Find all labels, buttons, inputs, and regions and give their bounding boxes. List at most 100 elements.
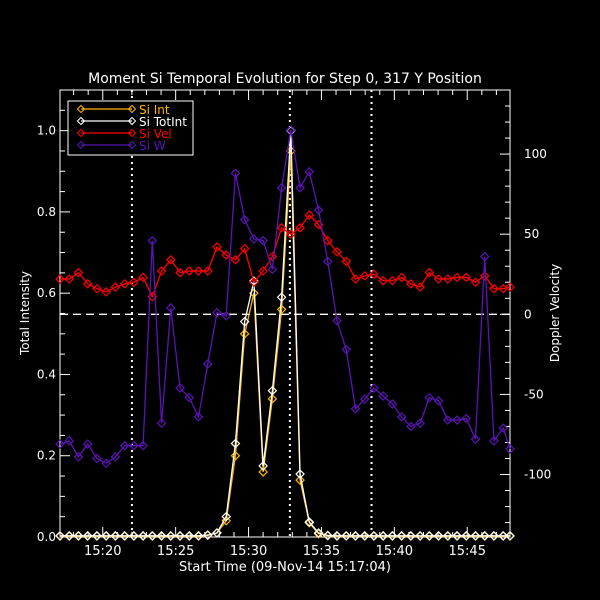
data-point (202, 359, 213, 369)
data-point (322, 530, 333, 541)
data-point (258, 235, 268, 246)
legend-marker (127, 116, 137, 126)
data-point (175, 530, 185, 541)
data-point (73, 530, 84, 541)
data-point (424, 267, 435, 278)
data-point (212, 528, 222, 538)
data-point (82, 439, 93, 449)
axes: 15:20 15:25 15:30 15:35 15:40 15:45 0.0 0.2 0.4 0… (37, 89, 551, 559)
data-point (129, 440, 139, 451)
data-point (138, 440, 148, 451)
y-tick-label: 0.2 (37, 449, 56, 463)
data-point (378, 275, 389, 286)
data-point (221, 511, 232, 522)
data-point (267, 385, 278, 396)
data-point (313, 205, 324, 216)
data-point (258, 461, 268, 471)
data-point (73, 452, 84, 462)
data-point (276, 182, 287, 193)
data-point (479, 271, 490, 281)
data-point (442, 274, 453, 284)
data-point (202, 530, 213, 540)
series-si-totint (55, 125, 515, 541)
data-point (165, 254, 176, 265)
data-point (470, 277, 481, 288)
data-point (505, 282, 515, 292)
data-point (369, 530, 379, 541)
data-point (285, 125, 296, 135)
data-point (147, 530, 158, 541)
data-point (267, 264, 278, 275)
data-point (82, 530, 93, 541)
y-tick-label: 0.0 (37, 530, 56, 544)
data-point (359, 394, 370, 405)
legend-label: Si TotInt (139, 115, 187, 129)
data-point (230, 168, 241, 179)
data-point (424, 392, 435, 403)
data-point (175, 267, 185, 278)
data-point (276, 292, 287, 303)
legend-marker (76, 116, 86, 126)
data-point (479, 251, 490, 262)
x-tick-label: 15:30 (230, 544, 267, 559)
data-point (92, 530, 102, 541)
data-point (415, 530, 425, 541)
series-line (60, 213, 511, 299)
legend-label: Si Vel (139, 127, 172, 141)
data-point (138, 272, 148, 283)
data-point (239, 243, 250, 254)
data-point (82, 279, 93, 289)
data-point (313, 528, 324, 538)
x-tick-label: 15:40 (376, 544, 413, 559)
data-point (295, 475, 305, 485)
data-point (193, 530, 204, 541)
y-tick-label: 0.4 (37, 367, 56, 381)
series-si-vel (55, 210, 515, 302)
data-point (470, 530, 481, 541)
data-point (295, 222, 305, 233)
data-point (239, 328, 250, 339)
series-group (55, 125, 515, 542)
data-point (424, 530, 435, 541)
series-si-w (55, 125, 515, 469)
data-point (230, 450, 241, 461)
data-point (332, 530, 342, 541)
data-point (350, 274, 361, 284)
data-point (239, 316, 250, 327)
data-point (341, 344, 352, 355)
y2-tick-label: -50 (524, 387, 544, 401)
y2-tick-label: 50 (524, 227, 539, 241)
data-point (92, 453, 102, 464)
series-line (59, 129, 511, 465)
legend-marker (76, 128, 86, 138)
data-point (276, 304, 287, 315)
data-point (202, 266, 213, 276)
data-point (489, 530, 499, 541)
data-point (489, 283, 499, 294)
legend-label: Si W (139, 139, 166, 153)
data-point (461, 272, 472, 283)
data-point (433, 274, 444, 284)
data-point (156, 530, 167, 541)
y-tick-label: 0.6 (37, 286, 56, 300)
data-point (101, 458, 112, 469)
data-point (165, 303, 176, 313)
data-point (239, 214, 250, 225)
data-point (193, 411, 204, 422)
chart-title: Moment Si Temporal Evolution for Step 0,… (88, 71, 482, 87)
data-point (341, 256, 352, 267)
y2-tick-label: 0 (524, 307, 532, 321)
data-point (452, 272, 462, 283)
data-point (73, 267, 84, 278)
y-tick-label: 0.8 (37, 205, 56, 219)
data-point (267, 251, 278, 262)
data-point (304, 166, 315, 177)
data-point (322, 256, 333, 267)
data-point (359, 530, 370, 541)
legend-marker (76, 104, 86, 114)
data-point (92, 283, 102, 294)
data-point (221, 250, 232, 260)
data-point (110, 282, 121, 292)
data-point (350, 530, 361, 541)
